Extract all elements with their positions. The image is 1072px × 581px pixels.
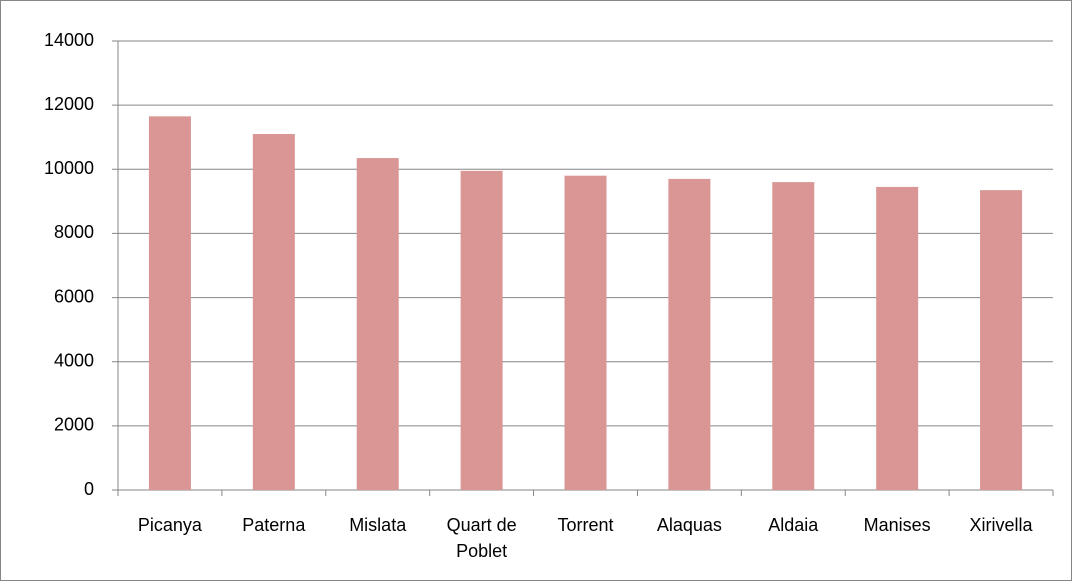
y-tick-label: 6000 [54,286,94,306]
x-tick-label: Picanya [137,515,202,535]
y-tick-label: 10000 [44,158,94,178]
bar [772,182,815,490]
bar [460,170,503,490]
bar [564,175,607,490]
y-tick-label: 8000 [54,222,94,242]
x-tick-label: Xirivella [969,515,1033,535]
bar [252,134,295,490]
bar [876,186,919,491]
y-tick-label: 4000 [54,350,94,370]
x-tick-label: Mislata [349,515,407,535]
y-tick-label: 14000 [44,30,94,50]
y-tick-label: 2000 [54,415,94,435]
y-tick-label: 0 [84,479,94,499]
x-tick-label: Paterna [242,515,306,535]
bar [668,178,711,490]
bar [356,158,399,490]
y-tick-label: 12000 [44,94,94,114]
x-tick-label: Quart de Poblet [446,515,517,561]
x-tick-label: Alaquas [656,515,722,535]
bar [980,190,1023,490]
x-tick-label: Manises [863,515,931,535]
bar [148,116,191,490]
x-tick-label: Aldaia [768,515,819,535]
x-tick-label: Torrent [557,515,614,535]
